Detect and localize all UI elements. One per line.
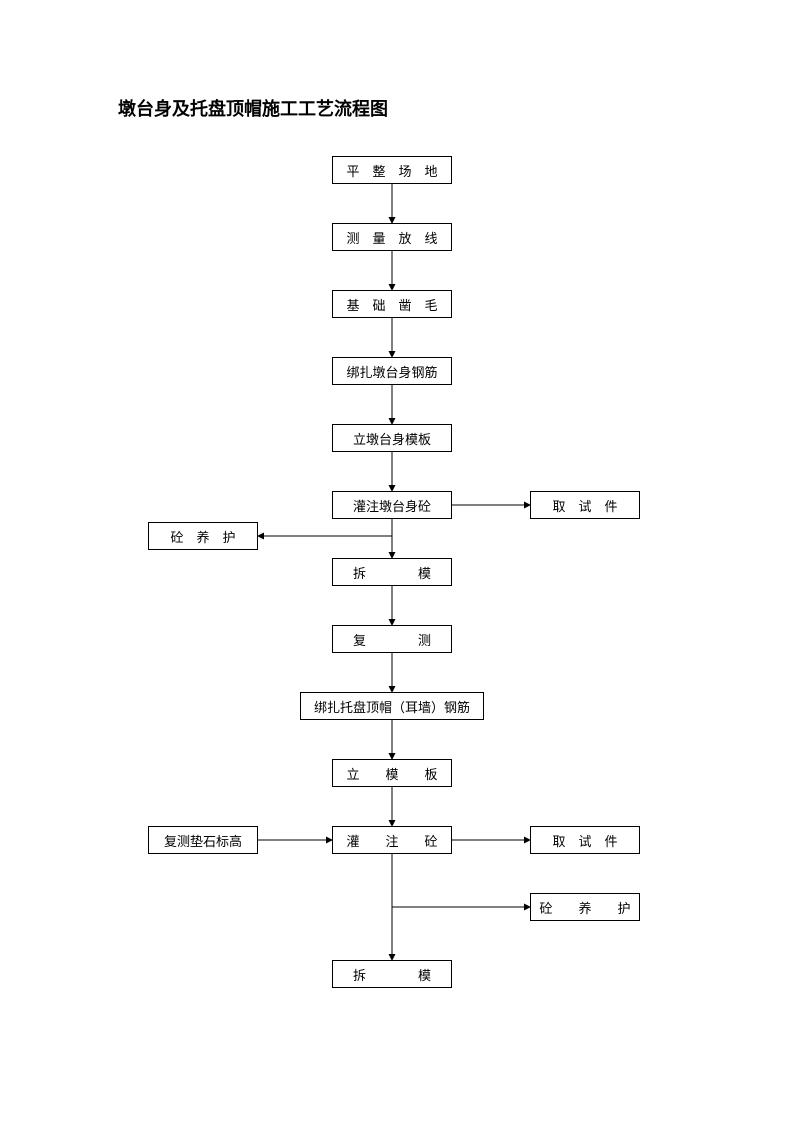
node-label: 立墩台身模板 — [353, 429, 431, 448]
node-label: 取 试 件 — [552, 831, 617, 850]
flowchart-node-n4: 绑扎墩台身钢筋 — [332, 357, 452, 385]
flowchart-node-n12: 拆 模 — [332, 960, 452, 988]
page-title: 墩台身及托盘顶帽施工工艺流程图 — [118, 95, 388, 121]
flowchart-node-n3: 基 础 凿 毛 — [332, 290, 452, 318]
node-label: 复测垫石标高 — [164, 831, 242, 850]
flowchart-node-n1: 平 整 场 地 — [332, 156, 452, 184]
flowchart-node-n8: 复 测 — [332, 625, 452, 653]
flowchart-node-s3: 复测垫石标高 — [148, 826, 258, 854]
flowchart-node-n10: 立 模 板 — [332, 759, 452, 787]
flowchart-node-n2: 测 量 放 线 — [332, 223, 452, 251]
flowchart-node-s2: 砼 养 护 — [148, 522, 258, 550]
node-label: 取 试 件 — [552, 496, 617, 515]
node-label: 砼 养 护 — [539, 898, 630, 917]
node-label: 灌注墩台身砼 — [353, 496, 431, 515]
flowchart-node-n11: 灌 注 砼 — [332, 826, 452, 854]
title-text: 墩台身及托盘顶帽施工工艺流程图 — [118, 99, 388, 119]
node-label: 复 测 — [353, 630, 431, 649]
node-label: 平 整 场 地 — [346, 161, 437, 180]
node-label: 灌 注 砼 — [346, 831, 437, 850]
node-label: 绑扎墩台身钢筋 — [346, 362, 437, 381]
node-label: 测 量 放 线 — [346, 228, 437, 247]
flowchart-node-s4: 取 试 件 — [530, 826, 640, 854]
flowchart-node-n5: 立墩台身模板 — [332, 424, 452, 452]
flowchart-node-s5: 砼 养 护 — [530, 893, 640, 921]
flowchart-node-n9: 绑扎托盘顶帽（耳墙）钢筋 — [300, 692, 484, 720]
flowchart-node-n7: 拆 模 — [332, 558, 452, 586]
node-label: 绑扎托盘顶帽（耳墙）钢筋 — [314, 697, 470, 716]
node-label: 基 础 凿 毛 — [346, 295, 437, 314]
flowchart-node-n6: 灌注墩台身砼 — [332, 491, 452, 519]
node-label: 立 模 板 — [346, 764, 437, 783]
node-label: 拆 模 — [353, 563, 431, 582]
node-label: 拆 模 — [353, 965, 431, 984]
node-label: 砼 养 护 — [170, 527, 235, 546]
flowchart-node-s1: 取 试 件 — [530, 491, 640, 519]
